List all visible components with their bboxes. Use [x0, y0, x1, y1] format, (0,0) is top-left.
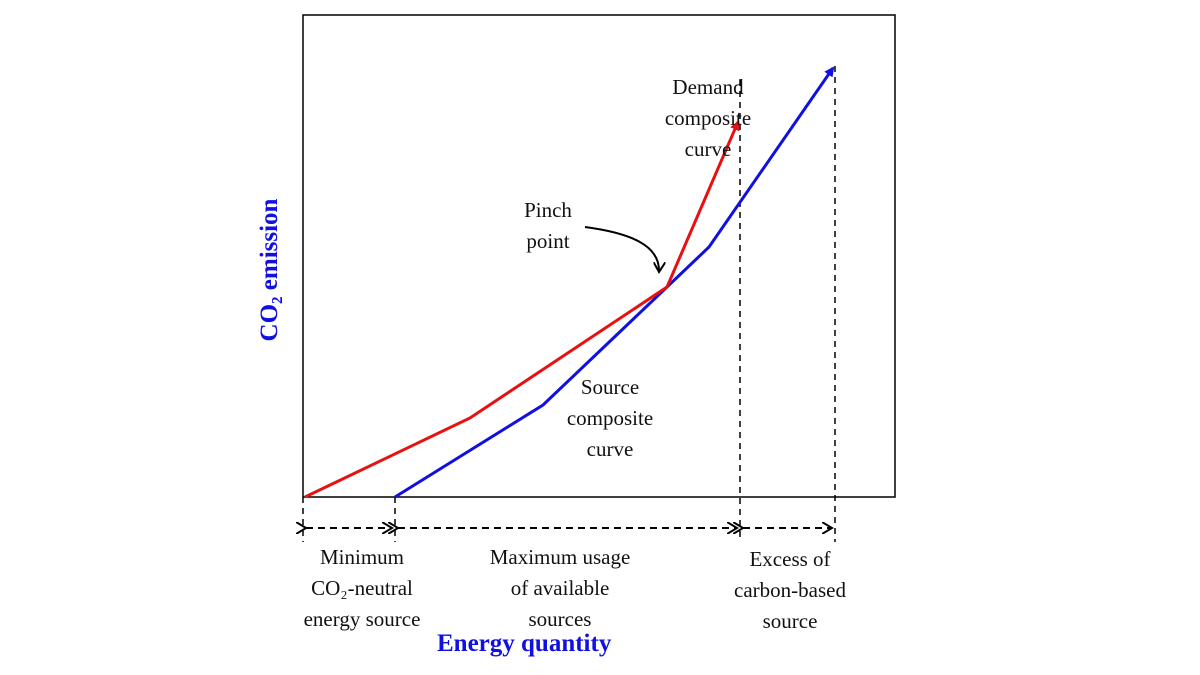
pinch-point-label: Pinch point	[524, 198, 572, 253]
demand-curve-label: Demand composite curve	[664, 75, 752, 161]
pinch-arrow	[584, 226, 659, 272]
source-curve-label: Source composite curve	[566, 375, 654, 461]
dashed-guides	[302, 66, 836, 542]
demand-composite-curve	[304, 120, 740, 499]
x-axis-label: Energy quantity	[437, 630, 612, 657]
y-axis-label: CO₂ emission	[256, 198, 283, 342]
minimum-co2-neutral-label: Minimum CO₂-neutral energy source	[303, 545, 421, 631]
plot-frame	[302, 14, 896, 498]
maximum-usage-label: Maximum usage of available sources	[489, 545, 631, 631]
excess-carbon-label: Excess of carbon-based source	[734, 547, 846, 633]
